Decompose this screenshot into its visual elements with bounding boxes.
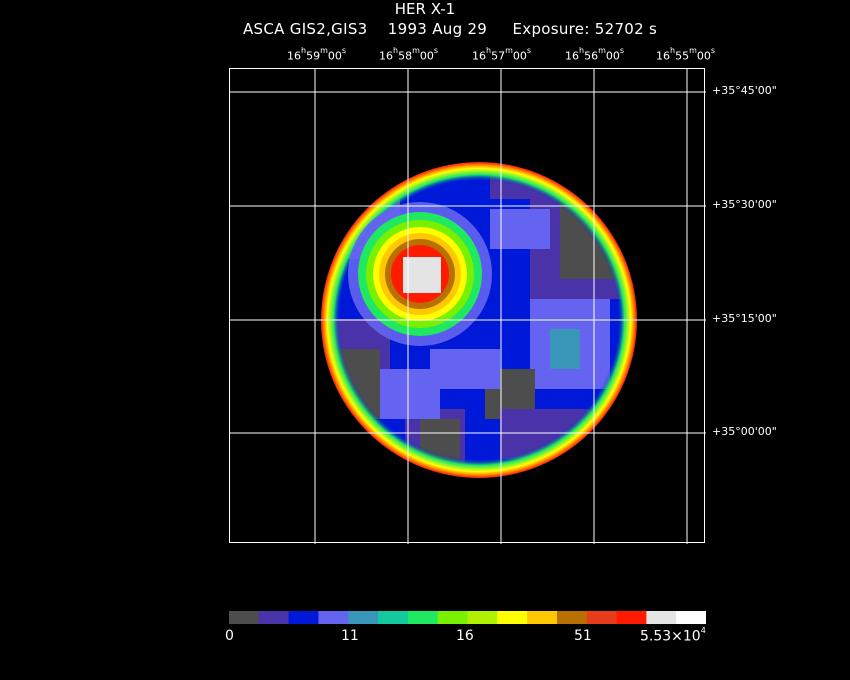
- colorbar-tick: 16: [456, 628, 474, 644]
- xray-image: [230, 69, 706, 544]
- colorbar-segment: [258, 611, 290, 624]
- ra-label: 16h59m00s: [287, 46, 347, 63]
- colorbar-segment: [229, 611, 260, 624]
- exposure-label: Exposure: 52702 s: [512, 20, 658, 38]
- colorbar: [229, 611, 706, 624]
- dec-label: +35°00'00": [712, 425, 777, 438]
- colorbar-segment: [616, 611, 647, 624]
- colorbar-tick: 11: [341, 628, 359, 644]
- image-subtitle: ASCA GIS2,GIS3 1993 Aug 29 Exposure: 527…: [243, 20, 657, 38]
- colorbar-segment: [497, 611, 528, 624]
- image-frame: [229, 68, 706, 544]
- colorbar-segment: [288, 611, 319, 624]
- colorbar-segment: [407, 611, 439, 624]
- colorbar-tick: 51: [574, 628, 592, 644]
- coordinate-grid: [230, 69, 706, 544]
- dec-label: +35°45'00": [712, 84, 777, 97]
- dec-label: +35°15'00": [712, 312, 777, 325]
- ra-label: 16h57m00s: [472, 46, 532, 63]
- colorbar-segment: [378, 611, 409, 624]
- colorbar-segment: [527, 611, 558, 624]
- colorbar-segment: [348, 611, 379, 624]
- observation-date: 1993 Aug 29: [387, 20, 488, 38]
- image-title: HER X-1: [394, 0, 456, 18]
- ra-label: 16h56m00s: [565, 46, 625, 63]
- colorbar-segment: [556, 611, 588, 624]
- instrument-label: ASCA GIS2,GIS3: [243, 20, 368, 38]
- colorbar-tick: 5.53×104: [640, 626, 706, 645]
- colorbar-segment: [586, 611, 618, 624]
- point-source: [348, 202, 492, 346]
- ra-label: 16h58m00s: [379, 46, 439, 63]
- dec-label: +35°30'00": [712, 198, 777, 211]
- colorbar-segment: [467, 611, 498, 624]
- colorbar-tick: 0: [225, 628, 234, 644]
- ra-label: 16h55m00s: [656, 46, 716, 63]
- colorbar-segment: [437, 611, 468, 624]
- colorbar-segment: [646, 611, 677, 624]
- colorbar-segment: [318, 611, 349, 624]
- colorbar-segment: [676, 611, 706, 624]
